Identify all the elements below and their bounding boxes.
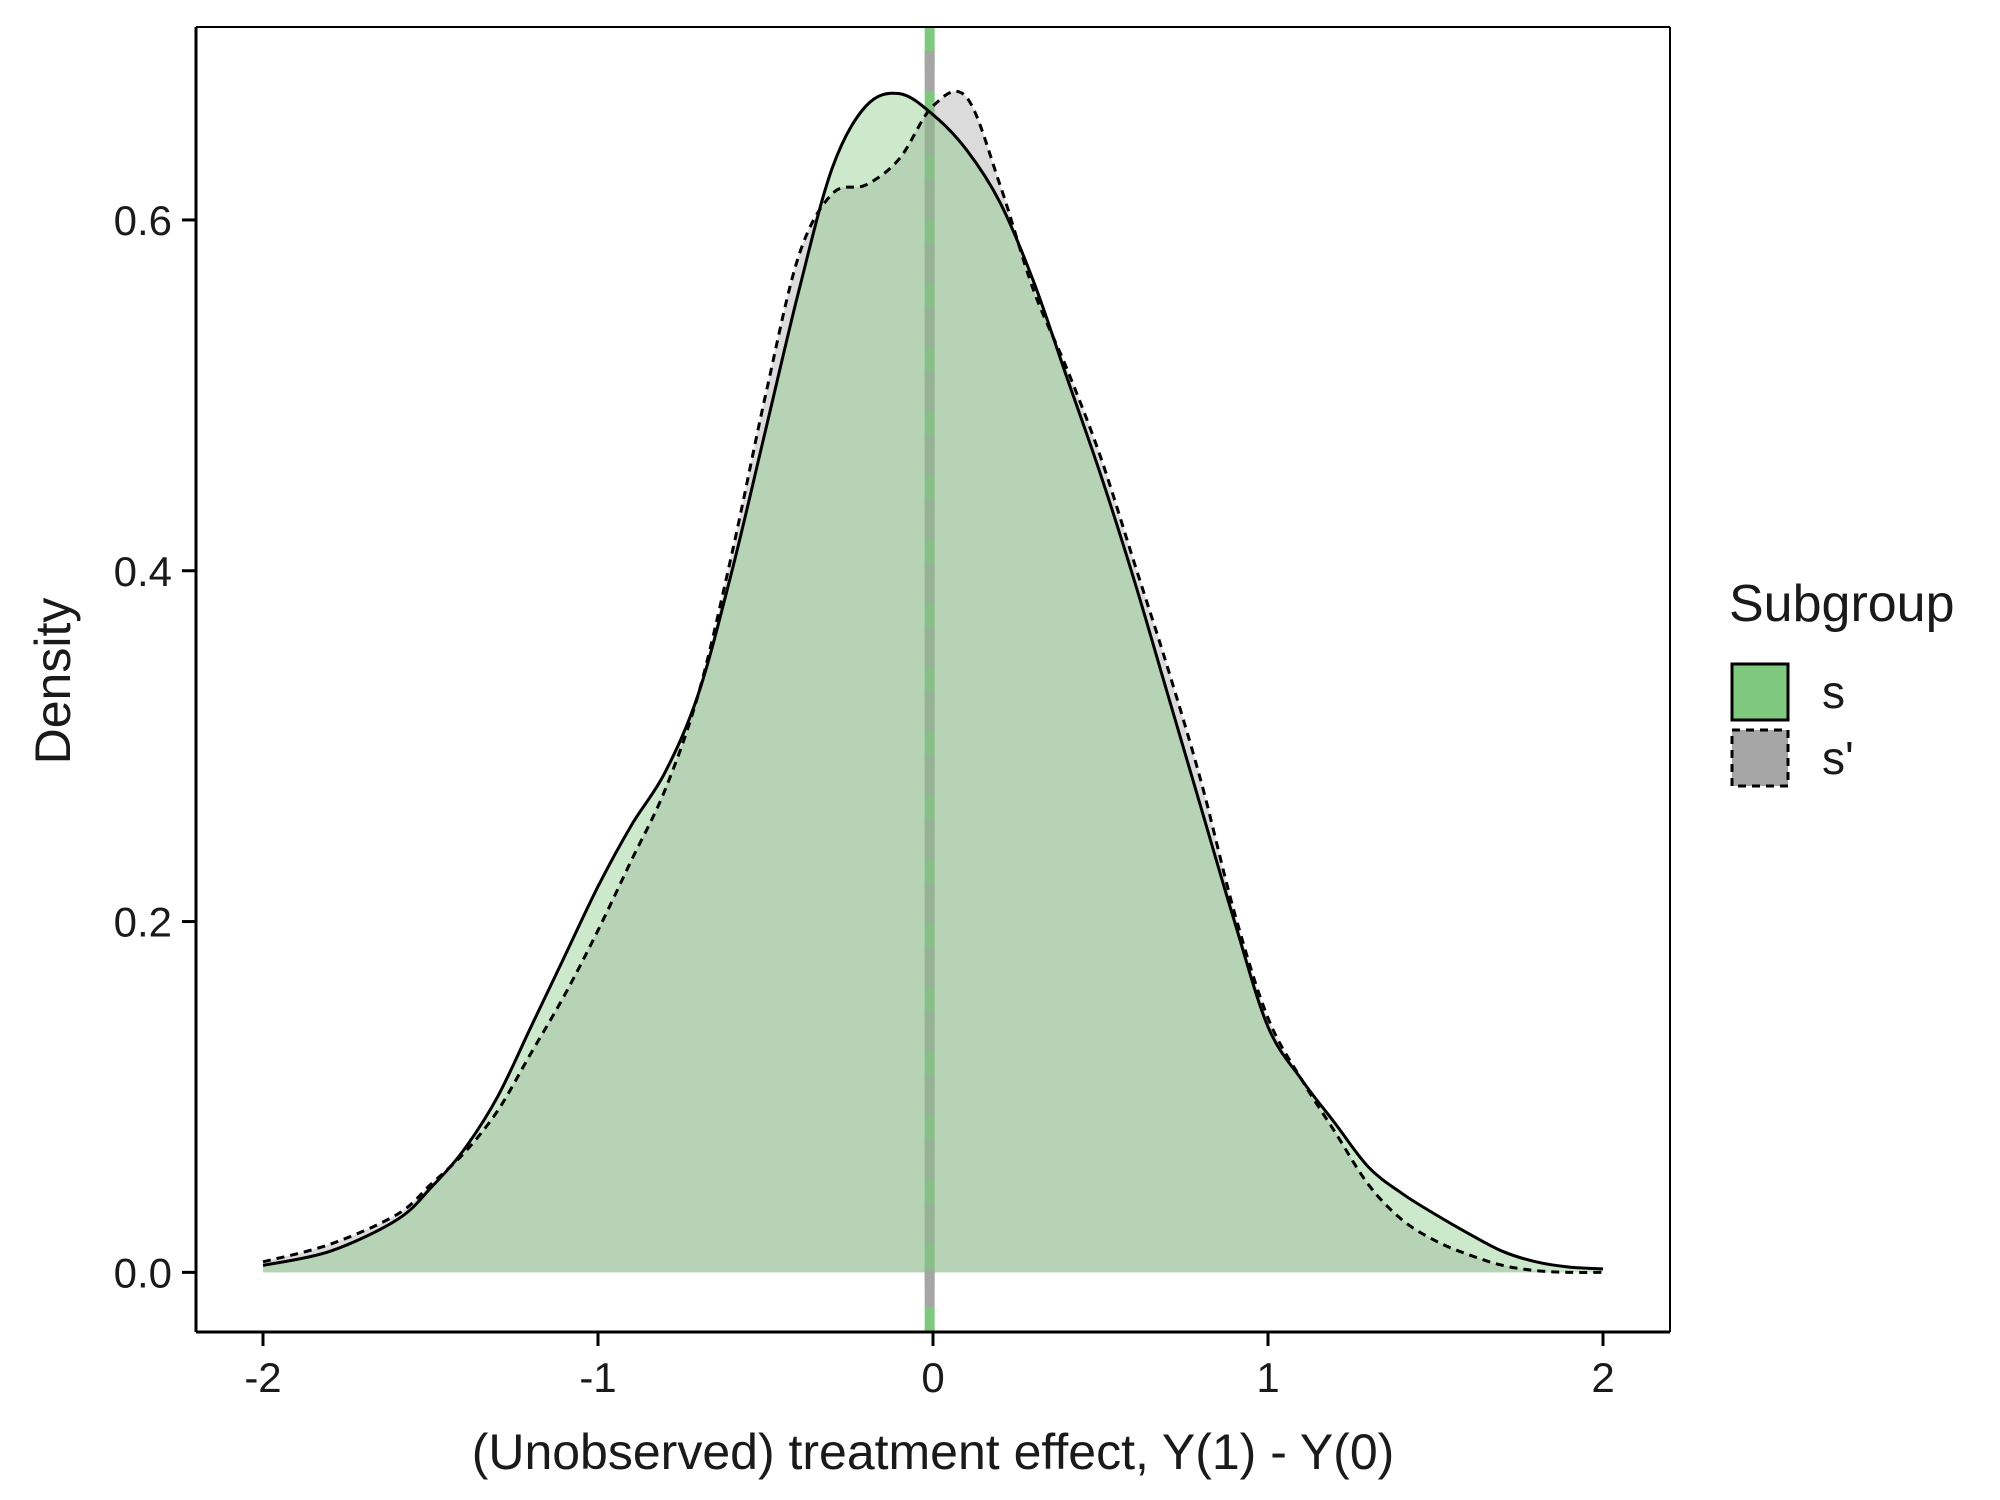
- x-tick-label: 0: [921, 1354, 944, 1401]
- legend-swatch-s: [1730, 662, 1790, 722]
- x-tick-label: -2: [244, 1354, 281, 1401]
- y-tick-label: 0.0: [114, 1249, 172, 1296]
- density-area-s: [263, 93, 1603, 1273]
- plot-area: [262, 27, 1604, 1332]
- legend-label-s: s: [1822, 666, 1845, 718]
- y-tick-label: 0.2: [114, 899, 172, 946]
- y-tick-label: 0.4: [114, 548, 172, 595]
- density-line-s-prime: [262, 89, 1604, 1274]
- density-line-s: [262, 91, 1604, 1271]
- legend-label-s-prime: s': [1822, 732, 1854, 784]
- density-area-s-prime: [263, 91, 1603, 1273]
- x-axis-title: (Unobserved) treatment effect, Y(1) - Y(…: [472, 1424, 1395, 1480]
- x-tick-label: 1: [1256, 1354, 1279, 1401]
- x-tick-label: -1: [579, 1354, 616, 1401]
- legend: Subgroup s s': [1729, 575, 1955, 788]
- y-tick-label: 0.6: [114, 197, 172, 244]
- x-tick-label: 2: [1591, 1354, 1614, 1401]
- y-axis-title: Density: [25, 598, 81, 765]
- legend-title: Subgroup: [1729, 575, 1955, 633]
- axes: -2 -1 0 1 2 0.0 0.2 0.4 0.6: [114, 26, 1671, 1401]
- legend-swatch-s-prime: [1730, 728, 1790, 788]
